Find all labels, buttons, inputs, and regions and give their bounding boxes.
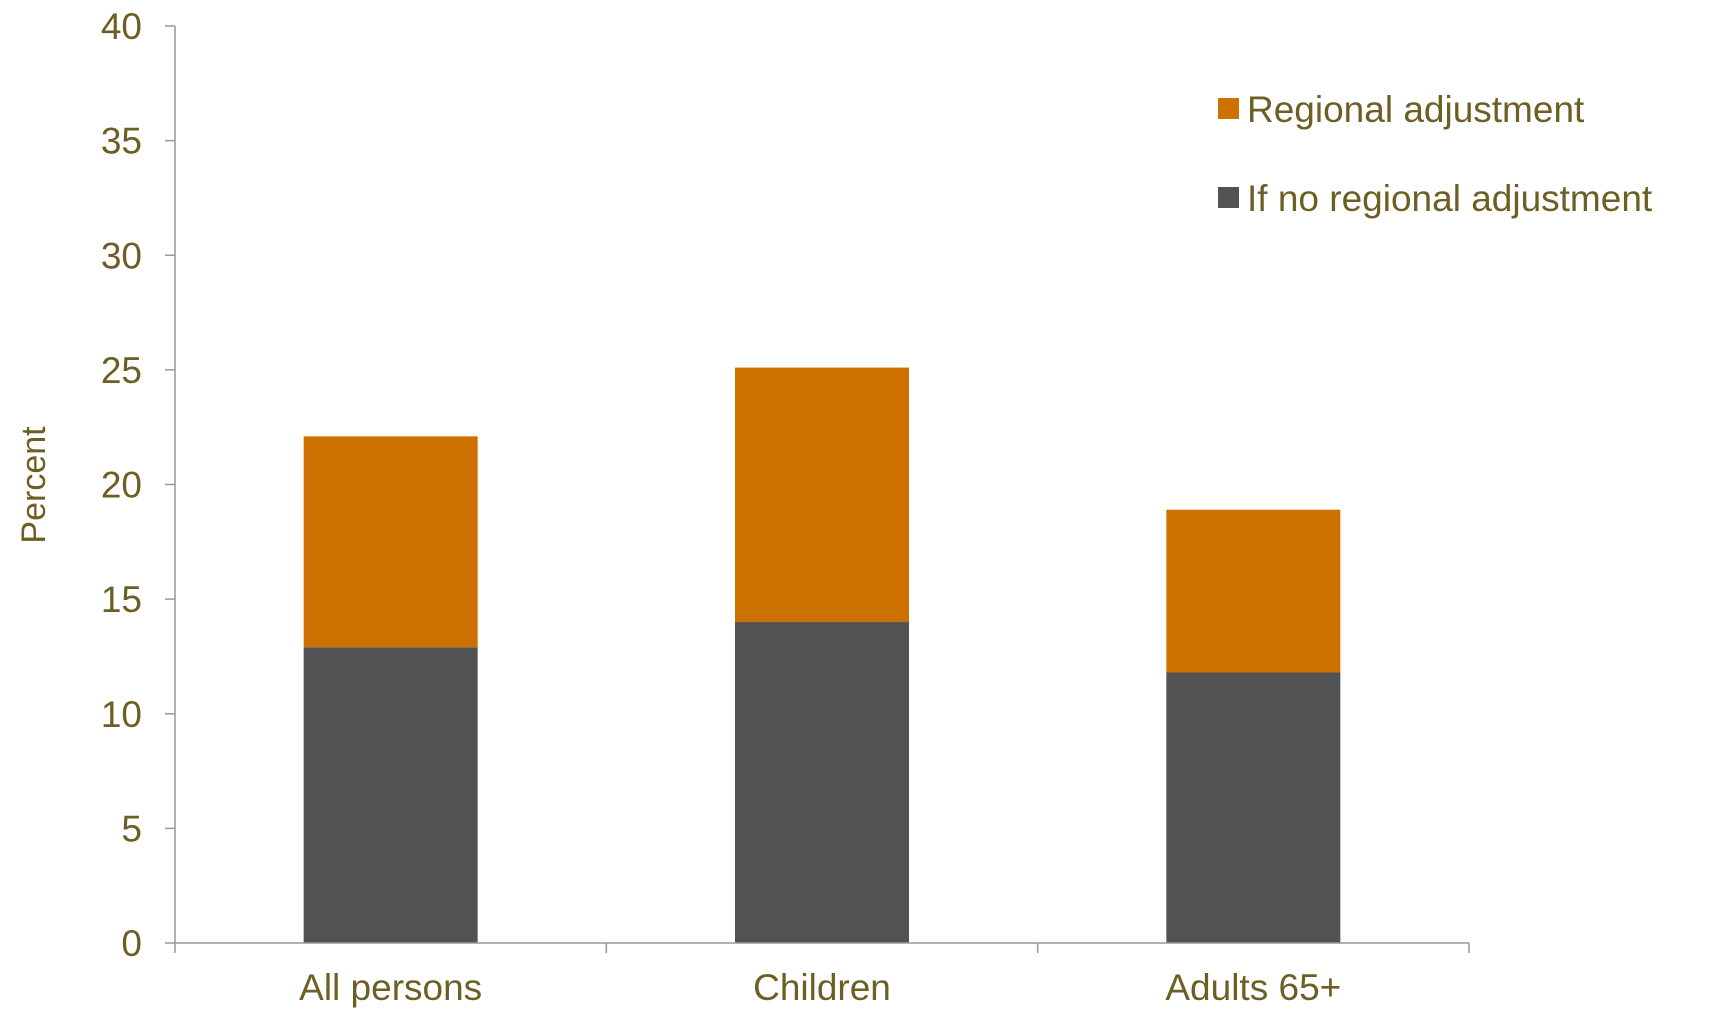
y-axis-ticks: 0 5 10 15 20 25 30 35 40 — [101, 6, 175, 964]
y-tick-label: 30 — [101, 235, 142, 276]
y-axis-title: Percent — [15, 426, 53, 544]
legend-label: If no regional adjustment — [1247, 178, 1653, 219]
x-tick-label: All persons — [299, 967, 482, 1008]
legend-swatch — [1218, 187, 1239, 208]
x-axis-ticks: All persons Children Adults 65+ — [174, 943, 1470, 1008]
legend: Regional adjustment If no regional adjust… — [1218, 89, 1653, 219]
bar-segment — [1166, 672, 1341, 943]
bar-segment — [735, 367, 909, 623]
y-tick-label: 25 — [101, 350, 142, 391]
bar-segment — [303, 436, 478, 648]
y-tick-label: 10 — [101, 694, 142, 735]
bar-segment — [303, 647, 478, 943]
y-tick-label: 0 — [121, 923, 142, 964]
y-tick-label: 35 — [101, 121, 142, 162]
y-tick-label: 15 — [101, 579, 142, 620]
bars — [303, 367, 1341, 943]
x-tick-label: Children — [753, 967, 891, 1008]
bar-segment — [735, 622, 909, 943]
x-tick-label: Adults 65+ — [1165, 967, 1341, 1008]
legend-swatch — [1218, 98, 1239, 119]
legend-label: Regional adjustment — [1247, 89, 1585, 130]
y-tick-label: 20 — [101, 465, 142, 506]
bar-segment — [1166, 509, 1341, 673]
y-tick-label: 40 — [101, 6, 142, 47]
y-tick-label: 5 — [121, 808, 142, 849]
